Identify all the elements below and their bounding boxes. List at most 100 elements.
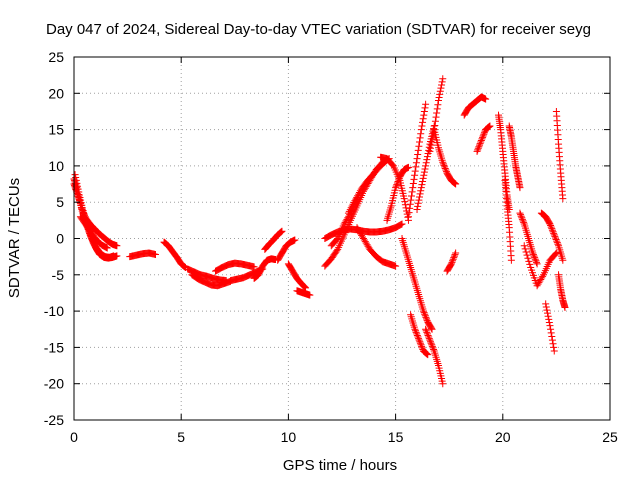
- data-point: [486, 122, 494, 130]
- data-point: [550, 343, 558, 351]
- data-point: [519, 217, 527, 225]
- series-arc-24: [407, 311, 432, 359]
- data-point: [434, 101, 442, 109]
- data-point: [411, 325, 419, 333]
- data-point: [436, 87, 444, 95]
- data-point: [413, 205, 421, 213]
- data-point: [451, 251, 459, 259]
- data-point: [436, 90, 444, 98]
- data-point: [400, 195, 408, 203]
- data-point: [474, 144, 482, 152]
- series-arc-27: [422, 325, 447, 388]
- y-tick-label: -15: [44, 339, 64, 355]
- data-point: [277, 228, 285, 236]
- data-point: [450, 252, 458, 260]
- data-point: [414, 146, 422, 154]
- data-point: [151, 250, 159, 258]
- data-point: [529, 249, 537, 257]
- data-point: [73, 179, 81, 187]
- data-point: [429, 344, 437, 352]
- data-point: [424, 351, 432, 359]
- data-point: [415, 196, 423, 204]
- data-point: [428, 325, 436, 333]
- data-point: [428, 341, 436, 349]
- data-point: [548, 333, 556, 341]
- data-point: [427, 141, 435, 149]
- data-point: [426, 336, 434, 344]
- series-arc-25: [404, 100, 430, 221]
- data-point: [394, 177, 402, 185]
- data-point: [437, 84, 445, 92]
- data-point: [438, 81, 446, 89]
- data-point: [415, 193, 423, 201]
- data-point: [439, 380, 447, 388]
- data-point: [409, 180, 417, 188]
- data-point: [426, 147, 434, 155]
- data-point: [480, 130, 488, 138]
- data-point: [431, 121, 439, 129]
- series-arc-34: [501, 176, 515, 264]
- data-point: [393, 181, 401, 189]
- series-arc-04: [76, 213, 111, 252]
- y-tick-label: -10: [44, 303, 64, 319]
- data-point: [439, 160, 447, 168]
- data-point: [433, 105, 441, 113]
- data-point: [413, 331, 421, 339]
- data-point: [409, 184, 417, 192]
- data-point: [424, 331, 432, 339]
- data-point: [110, 252, 118, 260]
- series-arc-32: [473, 122, 494, 155]
- data-point: [542, 300, 550, 308]
- data-point: [432, 113, 440, 121]
- data-point: [517, 212, 525, 220]
- data-point: [518, 214, 526, 222]
- x-tick-label: 10: [281, 429, 297, 445]
- data-point: [74, 182, 82, 190]
- data-point: [75, 188, 83, 196]
- y-axis-label: SDTVAR / TECUs: [6, 178, 23, 298]
- data-point: [548, 225, 556, 233]
- data-point: [427, 144, 435, 152]
- data-point: [250, 263, 258, 271]
- series-arc-29: [430, 126, 460, 188]
- data-point: [408, 188, 416, 196]
- data-point: [395, 176, 403, 184]
- data-point: [485, 123, 493, 131]
- data-point: [441, 163, 449, 171]
- data-point: [521, 245, 529, 253]
- data-point: [542, 303, 550, 311]
- data-point: [427, 324, 435, 332]
- data-point: [452, 249, 460, 257]
- series-arc-22: [383, 163, 412, 224]
- data-point: [392, 182, 400, 190]
- data-point: [440, 161, 448, 169]
- data-point: [428, 135, 436, 143]
- data-point: [420, 111, 428, 119]
- data-point: [397, 220, 405, 228]
- data-point: [427, 339, 435, 347]
- data-point: [423, 328, 431, 336]
- data-point: [559, 195, 567, 203]
- data-point: [478, 135, 486, 143]
- data-point: [422, 162, 430, 170]
- data-point: [549, 228, 557, 236]
- chart-title: Day 047 of 2024, Sidereal Day-to-day VTE…: [46, 21, 591, 38]
- series-arc-36: [516, 209, 541, 268]
- data-point: [348, 202, 356, 210]
- data-point: [547, 325, 555, 333]
- data-point: [520, 218, 528, 226]
- series-arc-12: [261, 227, 286, 253]
- series-arc-11: [250, 255, 280, 282]
- data-point: [475, 143, 483, 151]
- data-point: [422, 159, 430, 167]
- data-point: [410, 175, 418, 183]
- data-point: [415, 335, 423, 343]
- data-point: [516, 209, 524, 217]
- data-point: [420, 171, 428, 179]
- data-point: [413, 155, 421, 163]
- data-point: [548, 336, 556, 344]
- data-point: [412, 159, 420, 167]
- data-points: [70, 75, 569, 388]
- data-point: [425, 335, 433, 343]
- data-point: [431, 117, 439, 125]
